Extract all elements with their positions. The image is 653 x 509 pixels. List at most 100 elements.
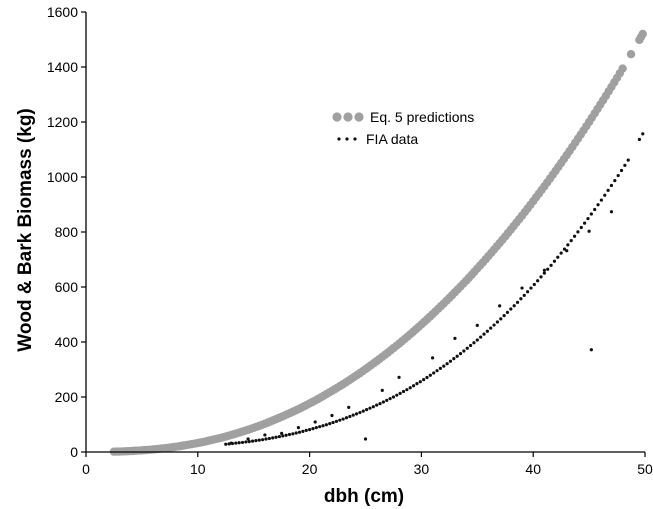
- fia-point: [586, 216, 590, 221]
- fia-point: [472, 341, 476, 345]
- legend-eq5-marker-1: [332, 112, 342, 122]
- fia-point: [274, 435, 278, 439]
- fia-point: [452, 357, 456, 361]
- x-tick-label: 0: [82, 461, 90, 477]
- fia-point: [430, 356, 435, 360]
- fia-point: [515, 300, 520, 304]
- fia-point: [641, 132, 645, 136]
- eq5-series: [109, 29, 647, 456]
- fia-point: [281, 434, 285, 438]
- fia-point: [489, 326, 493, 330]
- legend-eq5-marker-3: [354, 112, 364, 122]
- fia-point: [626, 158, 630, 162]
- fia-point: [341, 417, 345, 421]
- fia-point: [380, 388, 384, 392]
- fia-point: [229, 441, 233, 445]
- fia-point: [428, 373, 432, 377]
- fia-point: [583, 221, 587, 225]
- fia-point: [475, 338, 479, 342]
- fia-point: [267, 436, 271, 441]
- fia-point: [308, 427, 312, 432]
- fia-point: [479, 335, 483, 339]
- axes: [85, 12, 645, 453]
- fia-point: [344, 416, 349, 420]
- fia-point: [330, 413, 334, 418]
- x-tick-label: 10: [190, 461, 206, 477]
- fia-point: [596, 203, 600, 207]
- fia-point: [408, 386, 412, 390]
- fia-point: [284, 433, 288, 437]
- fia-point: [296, 426, 301, 430]
- fia-point: [482, 332, 486, 336]
- fia-point: [348, 414, 352, 419]
- fia-point: [334, 419, 339, 423]
- fia-point: [347, 405, 351, 409]
- fia-point: [358, 410, 362, 415]
- fia-point: [371, 405, 375, 409]
- y-axis-title: Wood & Bark Biomass (kg): [15, 108, 36, 352]
- fia-point: [455, 354, 459, 358]
- fia-point: [368, 406, 372, 410]
- fia-point: [468, 343, 473, 348]
- fia-point: [576, 230, 580, 234]
- fia-point: [499, 317, 503, 321]
- y-tick-label: 1200: [47, 114, 78, 130]
- fia-point: [246, 437, 250, 441]
- fia-point: [250, 439, 255, 443]
- legend-eq5-marker-2: [343, 112, 353, 122]
- fia-point: [572, 234, 577, 238]
- fia-point: [536, 279, 540, 283]
- legend-eq5-label: Eq. 5 predictions: [370, 109, 474, 125]
- fia-point: [606, 188, 610, 192]
- fia-point: [552, 259, 557, 263]
- legend-item-fia: FIA data: [337, 131, 418, 147]
- fia-point: [351, 413, 355, 417]
- fia-point: [297, 430, 302, 434]
- fia-point: [287, 432, 292, 437]
- fia-point: [257, 438, 261, 442]
- legend-item-eq5: Eq. 5 predictions: [332, 109, 474, 125]
- y-tick-label: 1000: [47, 169, 78, 185]
- eq5-point: [626, 50, 636, 59]
- fia-point: [485, 329, 489, 333]
- fia-point: [405, 388, 409, 392]
- fia-point: [318, 425, 322, 429]
- fia-point: [321, 424, 325, 428]
- fia-point: [304, 428, 308, 433]
- fia-point: [539, 275, 543, 279]
- fia-point: [542, 268, 546, 272]
- fia-point: [365, 408, 369, 412]
- x-ticks: 0 10 20 30 40 50: [82, 452, 653, 477]
- fia-series: [224, 132, 645, 446]
- fia-point: [280, 431, 284, 435]
- x-tick-label: 20: [302, 461, 318, 477]
- y-tick-label: 600: [55, 279, 79, 295]
- fia-point: [328, 421, 332, 426]
- y-ticks: 0 200 400 600 800 1000 1200 1400 1600: [47, 4, 86, 460]
- fia-point: [338, 418, 342, 422]
- fia-point: [609, 183, 614, 188]
- eq5-point: [618, 64, 627, 73]
- fia-point: [599, 198, 603, 202]
- fia-point: [311, 427, 315, 431]
- fia-point: [415, 382, 419, 386]
- fia-point: [294, 431, 298, 435]
- fia-point: [435, 369, 439, 373]
- fia-point: [240, 440, 245, 445]
- fia-point: [264, 437, 268, 441]
- fia-point: [589, 348, 593, 352]
- fia-point: [395, 393, 399, 397]
- x-axis-title: dbh (cm): [324, 486, 404, 507]
- fia-point: [324, 423, 328, 427]
- fia-point: [263, 433, 267, 437]
- fia-point: [512, 304, 516, 308]
- fia-point: [587, 229, 591, 233]
- x-tick-label: 50: [637, 461, 653, 477]
- fia-point: [411, 384, 416, 388]
- fia-point: [562, 247, 567, 251]
- fia-point: [546, 267, 550, 271]
- fia-point: [277, 434, 282, 439]
- fia-point: [254, 439, 258, 443]
- fia-point: [234, 441, 238, 445]
- fia-point: [569, 239, 573, 243]
